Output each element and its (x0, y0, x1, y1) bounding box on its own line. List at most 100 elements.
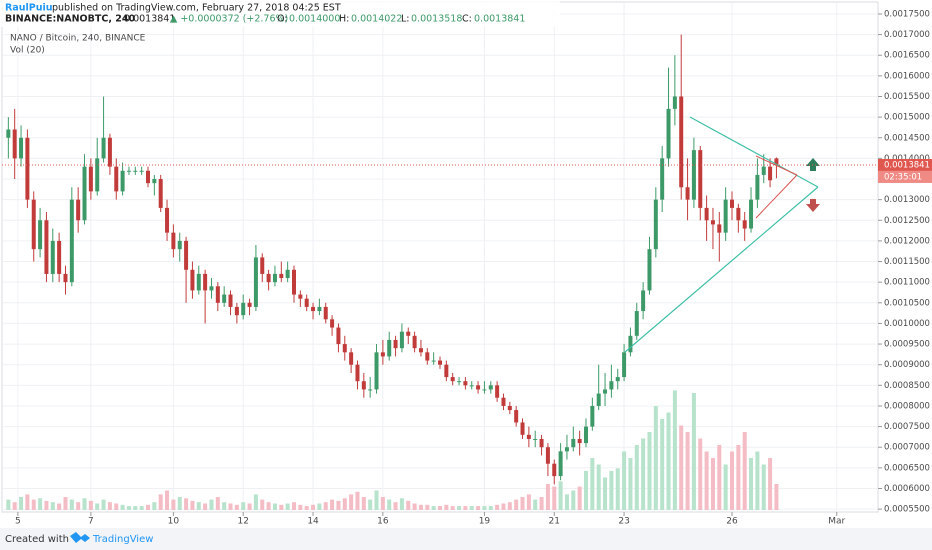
candle-body (514, 410, 519, 423)
candle-body (152, 179, 157, 184)
candle-body (660, 158, 665, 200)
y-tick-label: 0.0008000 (884, 401, 930, 411)
volume-bar (126, 506, 131, 510)
volume-bar (101, 499, 106, 510)
countdown: 02:35:01 (884, 172, 922, 182)
volume-bar (710, 458, 715, 510)
candle-body (482, 389, 487, 391)
candle-body (425, 352, 430, 361)
candle-body (609, 381, 614, 390)
volume-bar (584, 471, 588, 510)
y-tick-label: 0.0008500 (884, 381, 930, 391)
volume-bar (355, 491, 360, 510)
candle-body (590, 405, 595, 427)
y-tick-label: 0.0012500 (884, 216, 930, 226)
volume-title: Vol (20) (10, 46, 45, 56)
y-tick-label: 0.0010000 (884, 319, 930, 329)
countdown-bg (878, 170, 932, 183)
x-tick-label: 21 (549, 517, 560, 527)
l-value: 0.0013518 (411, 14, 462, 25)
candle-body (342, 344, 347, 353)
up-arrow (806, 158, 820, 171)
volume-bar (412, 503, 417, 510)
candle-body (368, 389, 373, 391)
volume-bar (311, 504, 316, 510)
volume-bar (6, 499, 11, 510)
candle-body (6, 129, 11, 138)
volume-bar (12, 502, 17, 510)
volume-bar (82, 498, 87, 510)
candle-body (641, 290, 646, 312)
y-tick-label: 0.0013000 (884, 195, 930, 205)
candle-body (717, 224, 722, 233)
volume-bar (495, 504, 500, 510)
candle-body (615, 377, 620, 382)
candle-body (431, 360, 436, 362)
footer-created: Created with (5, 534, 69, 545)
candle-body (438, 360, 442, 365)
volume-bar (774, 484, 779, 510)
volume-bar (234, 504, 239, 510)
candle-body (215, 286, 220, 303)
volume-bar (520, 497, 525, 510)
volume-bar (545, 484, 550, 510)
volume-bar (749, 458, 754, 510)
candle-body (476, 385, 481, 390)
y-tick-label: 0.0009500 (884, 340, 930, 350)
volume-bar (507, 502, 512, 510)
candle-body (564, 447, 569, 452)
published: published on TradingView.com, February 2… (52, 3, 341, 14)
candle-body (507, 405, 512, 411)
volume-bar (228, 503, 233, 510)
volume-bar (660, 419, 665, 510)
volume-bar (558, 481, 563, 510)
volume-bar (622, 451, 627, 510)
y-tick-label: 0.0016500 (884, 51, 930, 61)
volume-bar (317, 503, 322, 510)
volume-bar (730, 451, 734, 510)
volume-bar (177, 497, 182, 510)
candle-body (272, 273, 277, 283)
volume-bar (717, 445, 722, 510)
candle-body (539, 438, 544, 448)
volume-bar (95, 503, 100, 510)
volume-bar (19, 497, 24, 510)
volume-bar (501, 503, 506, 510)
volume-bar (672, 390, 677, 510)
c-label: C: (462, 14, 472, 25)
volume-bar (44, 500, 49, 510)
candle-body (774, 158, 779, 165)
trendline (755, 155, 798, 176)
candle-body (450, 377, 455, 382)
volume-bar (272, 503, 277, 510)
y-tick-label: 0.0014000 (884, 154, 930, 164)
candle-body (457, 381, 462, 383)
candle-body (177, 240, 182, 250)
candle-body (755, 174, 760, 200)
volume-bar (634, 445, 639, 510)
footer-brand[interactable]: TradingView (92, 534, 153, 545)
candle-body (463, 381, 468, 386)
volume-bar (736, 445, 741, 510)
volume-bar (691, 393, 696, 510)
candle-body (355, 364, 360, 382)
volume-bar (685, 432, 690, 510)
volume-bar (50, 502, 55, 510)
candle-body (190, 269, 195, 291)
candle-body (749, 199, 754, 229)
volume-bar (323, 502, 328, 510)
y-tick-label: 0.0010500 (884, 298, 930, 308)
x-tick-label: Mar (828, 517, 845, 527)
volume-bar (476, 506, 481, 510)
volume-bar (533, 499, 538, 510)
chart-title: NANO / Bitcoin, 240, BINANCE (10, 34, 146, 44)
y-tick-label: 0.0009000 (884, 360, 930, 370)
volume-bar (526, 494, 531, 510)
x-tick-label: 16 (377, 517, 389, 527)
candle-body (501, 397, 506, 406)
last-price: 0.0013841 (124, 14, 175, 25)
volume-bar (723, 464, 728, 510)
y-tick-label: 0.0007500 (884, 422, 930, 432)
candle-body (761, 166, 766, 175)
